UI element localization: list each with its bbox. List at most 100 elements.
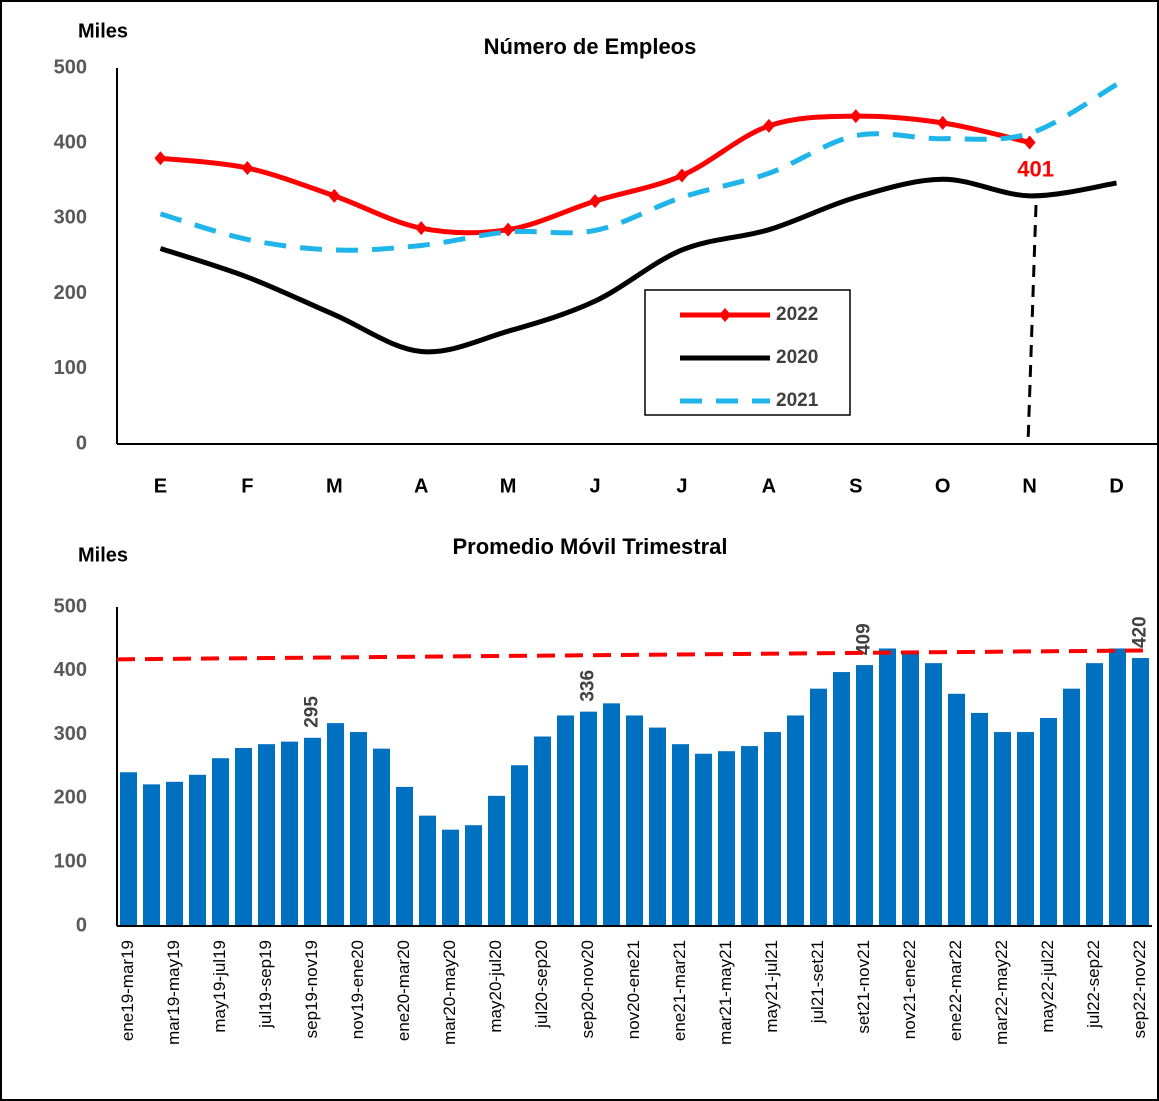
bar (740, 746, 759, 926)
x-tick-label: D (1109, 475, 1123, 497)
bar (441, 829, 460, 926)
bar (1131, 658, 1150, 926)
bar (832, 672, 851, 926)
bar (395, 786, 414, 926)
legend-label: 2021 (776, 390, 819, 411)
y-tick-label: 0 (76, 432, 87, 454)
data-point (154, 151, 167, 166)
bar (924, 663, 943, 926)
bar (464, 825, 483, 926)
data-label: 336 (578, 670, 599, 702)
bar (487, 795, 506, 926)
x-tick-label: jul19-sep19 (256, 940, 275, 1029)
data-label: 401 (1017, 156, 1054, 181)
y-tick-label: 500 (54, 595, 87, 617)
legend-label: 2022 (776, 304, 818, 325)
x-tick-label: ene19-mar19 (118, 940, 137, 1041)
data-point (415, 221, 428, 236)
bar (786, 715, 805, 926)
bar (303, 737, 322, 926)
trend-line (116, 648, 1153, 662)
y-tick-label: 500 (54, 56, 87, 78)
bar (418, 815, 437, 926)
data-point (502, 222, 515, 237)
x-tick-label: E (154, 475, 167, 497)
bar (372, 748, 391, 926)
x-tick-label: N (1022, 475, 1036, 497)
y-axis-label: Miles (78, 544, 128, 566)
series-line (159, 176, 1117, 355)
x-tick-label: jul20-sep20 (532, 940, 551, 1029)
bar (878, 648, 897, 926)
bar (188, 774, 207, 926)
data-point (589, 194, 602, 209)
data-label: 295 (302, 696, 323, 728)
data-point (849, 109, 862, 124)
x-tick-label: nov20-ene21 (624, 940, 643, 1039)
bar (234, 747, 253, 926)
x-tick-label: F (241, 475, 253, 497)
data-label: 409 (854, 623, 875, 655)
legend-marker (719, 308, 731, 322)
y-tick-label: 300 (54, 723, 87, 745)
x-tick-label: set21-nov21 (854, 940, 873, 1034)
bar (1062, 688, 1081, 926)
y-tick-label: 200 (54, 787, 87, 809)
bar (717, 751, 736, 926)
y-tick-label: 200 (54, 282, 87, 304)
bar (142, 784, 161, 926)
x-tick-label: mar22-may22 (992, 940, 1011, 1045)
bar (165, 781, 184, 926)
x-tick-label: nov21-ene22 (900, 940, 919, 1039)
data-point (241, 161, 254, 176)
x-tick-label: S (849, 475, 862, 497)
bar (602, 703, 621, 926)
x-tick-label: may20-jul20 (486, 940, 505, 1033)
x-tick-label: may19-jul19 (210, 940, 229, 1033)
bar (579, 711, 598, 926)
bar (648, 727, 667, 926)
x-tick-label: jul22-sep22 (1084, 940, 1103, 1029)
bar (970, 712, 989, 926)
bar (855, 665, 874, 926)
bar (694, 753, 713, 926)
x-tick-label: sep22-nov22 (1130, 940, 1149, 1038)
bar (349, 732, 368, 926)
data-point (762, 118, 775, 133)
bar (1108, 648, 1127, 926)
bar (211, 758, 230, 926)
data-point (936, 115, 949, 130)
bar (947, 693, 966, 926)
legend-box (644, 289, 851, 416)
chart-title: Número de Empleos (484, 34, 697, 59)
x-tick-label: ene20-mar20 (394, 940, 413, 1041)
bar (763, 732, 782, 926)
x-tick-label: sep19-nov19 (302, 940, 321, 1038)
bar (901, 652, 920, 926)
data-label: 420 (1130, 616, 1151, 648)
x-tick-label: O (935, 475, 951, 497)
bar (533, 736, 552, 926)
x-tick-label: may22-jul22 (1038, 940, 1057, 1033)
x-tick-label: may21-jul21 (762, 940, 781, 1033)
y-tick-label: 400 (54, 659, 87, 681)
x-tick-label: A (762, 475, 776, 497)
bar (625, 715, 644, 926)
data-point (675, 168, 688, 183)
bar (1085, 663, 1104, 926)
y-tick-label: 0 (76, 914, 87, 936)
bar (119, 772, 138, 926)
bar (1016, 732, 1035, 926)
x-tick-label: ene22-mar22 (946, 940, 965, 1041)
x-tick-label: jul21-set21 (808, 940, 827, 1024)
bar (809, 688, 828, 926)
x-tick-label: mar21-may21 (716, 940, 735, 1045)
bar (510, 765, 529, 926)
bar (1039, 718, 1058, 926)
x-tick-label: nov19-ene20 (348, 940, 367, 1039)
x-tick-label: mar19-may19 (164, 940, 183, 1045)
x-tick-label: M (500, 475, 517, 497)
y-tick-label: 300 (54, 207, 87, 229)
bar (257, 744, 276, 926)
